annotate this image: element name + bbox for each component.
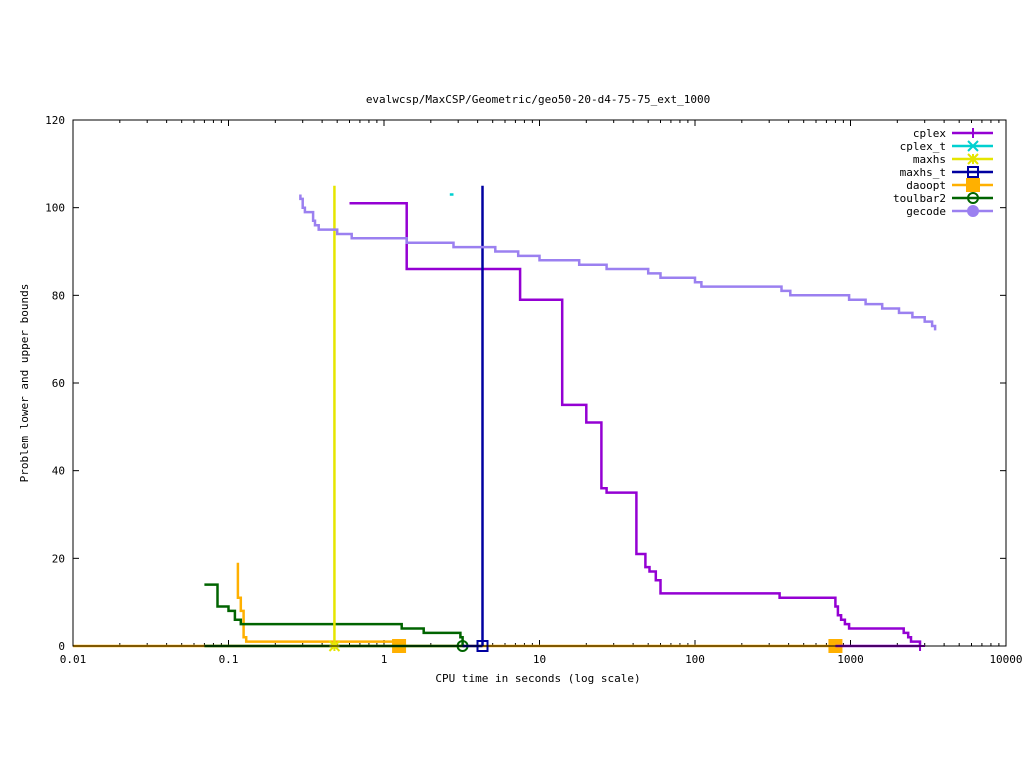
legend-marker	[967, 140, 979, 152]
y-tick-label: 100	[45, 202, 65, 215]
y-tick-label: 60	[52, 377, 65, 390]
y-tick-label: 40	[52, 465, 65, 478]
series-maxhs	[328, 185, 341, 652]
legend-entry-daoopt: daoopt	[906, 178, 993, 192]
legend: cplexcplex_tmaxhsmaxhs_tdaoopttoulbar2ge…	[893, 127, 993, 218]
series-line	[349, 202, 922, 646]
legend-marker	[967, 166, 979, 178]
plot-frame	[72, 119, 1007, 647]
y-tick-label: 20	[52, 552, 65, 565]
axis-ticks: 0.01 0.1 1 10 100 1000 10000 0 20 40 60 80 100 120	[45, 114, 1022, 666]
x-tick-label: 0.1	[219, 653, 239, 666]
legend-marker	[968, 128, 978, 138]
legend-entry-maxhs: maxhs	[913, 153, 993, 166]
legend-label: cplex_t	[900, 140, 946, 153]
legend-entry-cplex: cplex	[913, 127, 993, 140]
chart-title: evalwcsp/MaxCSP/Geometric/geo50-20-d4-75…	[366, 93, 710, 106]
legend-label: maxhs	[913, 153, 946, 166]
series-line	[236, 562, 401, 646]
series-maxhs-t	[462, 185, 489, 652]
series-daoopt	[73, 562, 844, 653]
legend-marker	[967, 205, 979, 217]
series-cplex	[349, 202, 926, 651]
legend-label: gecode	[906, 205, 946, 218]
x-tick-label: 10	[533, 653, 546, 666]
y-tick-label: 120	[45, 114, 65, 127]
legend-label: cplex	[913, 127, 946, 140]
x-tick-label: 100	[685, 653, 705, 666]
legend-entry-gecode: gecode	[906, 205, 993, 218]
x-tick-label: 10000	[989, 653, 1022, 666]
x-axis-label: CPU time in seconds (log scale)	[435, 672, 640, 685]
legend-entry-toulbar2: toulbar2	[893, 192, 993, 205]
legend-entry-maxhs-t: maxhs_t	[900, 166, 993, 179]
legend-marker	[967, 192, 979, 204]
y-tick-label: 0	[58, 640, 65, 653]
y-tick-label: 80	[52, 289, 65, 302]
legend-label: daoopt	[906, 179, 946, 192]
plot-area	[73, 185, 937, 653]
legend-label: maxhs_t	[900, 166, 946, 179]
series-gecode	[299, 194, 937, 331]
legend-marker	[966, 178, 980, 192]
x-tick-label: 1000	[837, 653, 864, 666]
series-line	[299, 194, 937, 331]
legend-entry-cplex-t: cplex_t	[900, 140, 993, 153]
x-tick-label: 0.01	[60, 653, 87, 666]
x-tick-label: 1	[381, 653, 388, 666]
series-line	[204, 583, 464, 646]
legend-marker	[967, 153, 979, 165]
legend-label: toulbar2	[893, 192, 946, 205]
y-axis-label: Problem lower and upper bounds	[18, 284, 31, 483]
